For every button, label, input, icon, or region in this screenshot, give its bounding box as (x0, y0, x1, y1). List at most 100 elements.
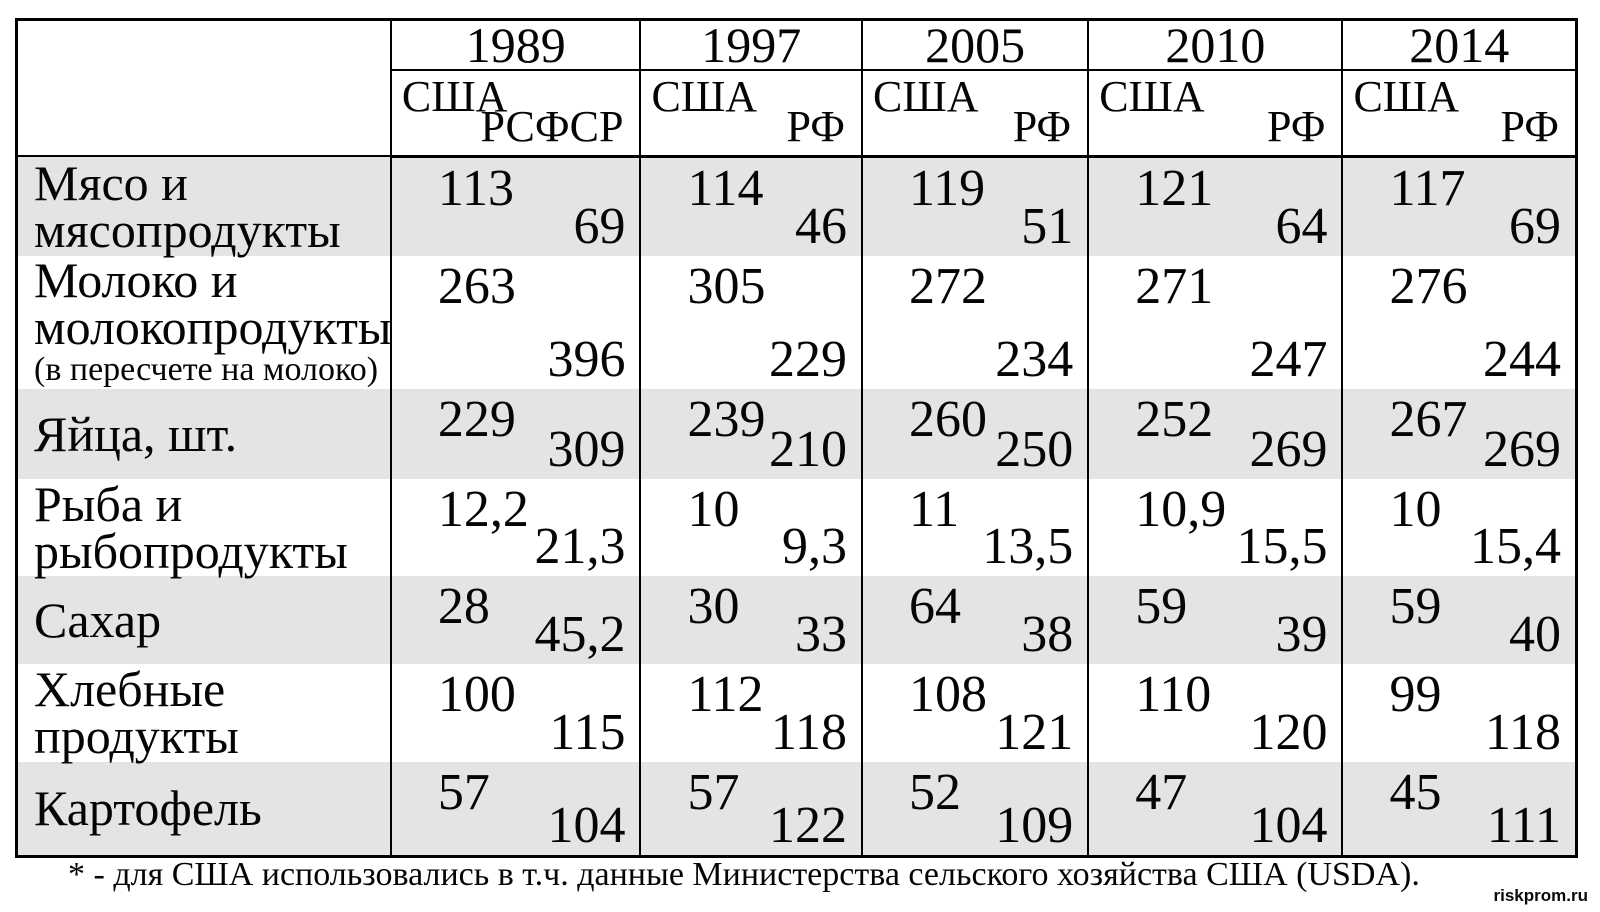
rus-value: 210 (769, 421, 847, 478)
rus-value: 45,2 (534, 606, 626, 663)
country-header-1989: США РСФСР (389, 70, 641, 158)
rf-label: РФ (1500, 101, 1559, 151)
usa-value: 10 (1389, 481, 1442, 538)
cell-fish-1997: 10 9,3 (639, 479, 862, 576)
year-2005: 2005 (860, 19, 1089, 71)
usa-value: 276 (1389, 258, 1468, 315)
rus-value: 115 (549, 704, 626, 761)
table-row-milk: Молоко и молокопродукты (в пересчете на … (15, 251, 1577, 389)
cell-meat-2005: 119 51 (860, 156, 1089, 256)
cell-eggs-1997: 239 210 (639, 389, 862, 479)
year-1989: 1989 (389, 19, 641, 71)
row-label-line: Яйца, шт. (34, 405, 238, 462)
cell-fish-2010: 10,9 15,5 (1087, 479, 1343, 576)
rf-label: РФ (1266, 101, 1326, 151)
cell-potato-2010: 47 104 (1087, 762, 1343, 856)
table-row-fish: Рыба и рыбопродукты 12,2 21,3 10 9,3 11 … (15, 475, 1577, 576)
usa-value: 113 (437, 159, 514, 217)
rus-value: 46 (795, 198, 847, 255)
cell-eggs-2010: 252 269 (1087, 389, 1343, 479)
rus-value: 21,3 (534, 518, 626, 575)
rus-value: 104 (547, 796, 626, 854)
country-header-2014: США РФ (1341, 70, 1577, 158)
usa-label: США (1353, 72, 1459, 121)
rus-value: 250 (995, 421, 1074, 478)
rus-value: 111 (1486, 796, 1561, 854)
watermark: riskprom.ru (1493, 886, 1588, 905)
cell-sugar-2014: 59 40 (1341, 576, 1577, 664)
usa-value: 10,9 (1135, 481, 1227, 538)
usa-value: 260 (909, 391, 987, 448)
row-label-line: Хлебные (34, 661, 226, 717)
usa-value: 114 (687, 159, 764, 217)
rus-value: 51 (1021, 198, 1074, 255)
cell-meat-2014: 117 69 (1341, 156, 1577, 256)
cell-sugar-1997: 30 33 (639, 576, 862, 664)
cell-eggs-1989: 229 309 (389, 389, 641, 479)
usa-value: 239 (687, 391, 766, 448)
usa-value: 229 (437, 391, 516, 448)
usa-value: 271 (1135, 258, 1214, 315)
row-label-fish: Рыба и рыбопродукты (15, 475, 391, 576)
table-row-sugar: Сахар 28 45,2 30 33 64 38 59 39 (15, 576, 1577, 664)
cell-milk-1989: 263 396 (389, 256, 641, 389)
rus-value: 234 (995, 331, 1074, 388)
usa-value: 57 (687, 764, 740, 821)
cell-sugar-1989: 28 45,2 (389, 576, 641, 664)
cell-meat-1997: 114 46 (639, 156, 862, 256)
usa-value: 59 (1135, 578, 1188, 635)
rus-value: 69 (1509, 198, 1561, 255)
country-header-2010: США РФ (1087, 70, 1343, 158)
corner-cell (15, 19, 391, 157)
rus-value: 121 (995, 704, 1074, 761)
rus-value: 269 (1483, 421, 1561, 478)
usa-value: 59 (1389, 578, 1442, 635)
usa-value: 272 (909, 258, 987, 315)
rus-value: 64 (1275, 198, 1328, 255)
table-row-potato: Картофель 57 104 57 122 52 109 47 104 (15, 762, 1577, 856)
rf-label: РФ (1012, 101, 1072, 151)
cell-potato-1989: 57 104 (389, 762, 641, 856)
rsfsr-label: РСФСР (480, 101, 624, 151)
usa-value: 64 (909, 578, 961, 635)
usa-value: 252 (1135, 391, 1214, 448)
table-row-eggs: Яйца, шт. 229 309 239 210 260 250 252 (15, 389, 1577, 479)
rus-value: 247 (1249, 331, 1328, 388)
row-label-line: Сахар (34, 591, 162, 648)
row-label-line: Молоко и (34, 251, 238, 308)
row-label-note: (в пересчете на молоко) (34, 350, 379, 388)
row-label-milk: Молоко и молокопродукты (в пересчете на … (15, 251, 392, 389)
cell-bread-2014: 99 118 (1341, 664, 1577, 762)
row-label-sugar: Сахар (15, 576, 391, 664)
rus-value: 118 (1484, 704, 1561, 761)
rus-value: 39 (1275, 606, 1328, 663)
rus-value: 122 (769, 796, 847, 854)
rus-value: 104 (1249, 796, 1328, 854)
usa-value: 10 (687, 481, 740, 538)
rus-value: 118 (770, 704, 847, 761)
year-2014: 2014 (1341, 19, 1577, 71)
rus-value: 309 (547, 421, 626, 478)
row-label-line: Картофель (34, 779, 262, 836)
rus-value: 40 (1509, 606, 1561, 663)
cell-meat-1989: 113 69 (389, 156, 641, 256)
usa-value: 100 (437, 666, 516, 723)
cell-eggs-2005: 260 250 (860, 389, 1089, 479)
cell-bread-1997: 112 118 (639, 664, 862, 762)
row-label-line: Рыба и (34, 475, 183, 532)
rus-value: 33 (795, 606, 847, 663)
row-label-line: продукты (34, 708, 239, 764)
country-header-row: США РСФСР США РФ США РФ США РФ США РФ (17, 70, 1577, 158)
usa-value: 12,2 (437, 481, 529, 538)
cell-milk-2014: 276 244 (1341, 256, 1577, 389)
usa-value: 52 (909, 764, 961, 821)
cell-sugar-2010: 59 39 (1087, 576, 1343, 664)
row-label-eggs: Яйца, шт. (15, 389, 391, 479)
usa-value: 57 (437, 764, 490, 821)
table-row-meat: Мясо и мясопродукты 113 69 114 46 119 51 (15, 156, 1577, 258)
cell-milk-1997: 305 229 (639, 256, 862, 389)
cell-bread-1989: 100 115 (389, 664, 641, 762)
rus-value: 244 (1483, 331, 1561, 388)
row-label-bread: Хлебные продукты (15, 661, 391, 764)
row-label-line: мясопродукты (34, 201, 341, 258)
